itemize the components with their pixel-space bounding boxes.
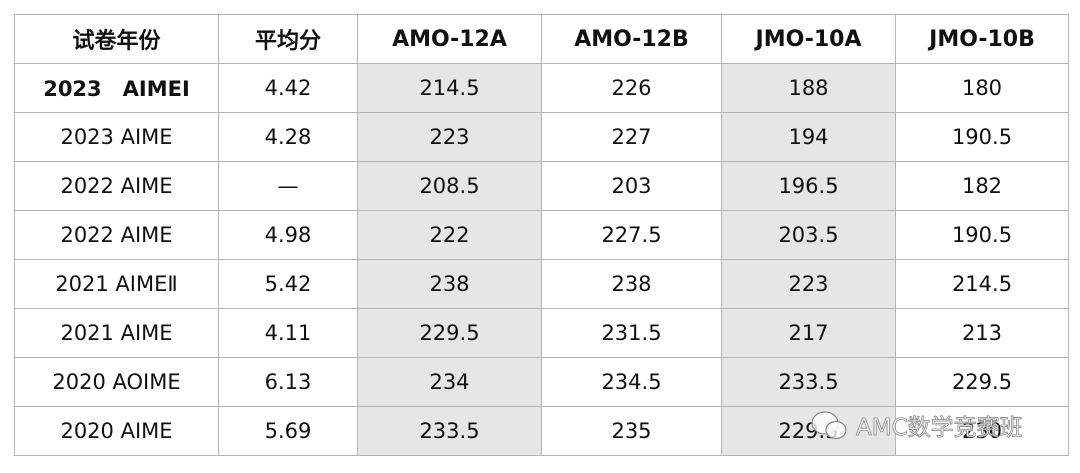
table-cell: 2023 AIME bbox=[14, 112, 219, 162]
header-cell: JMO-10A bbox=[721, 14, 896, 64]
table-row: 2020 AIME 5.69 233.5 235 229.5 230 bbox=[14, 406, 1069, 456]
table-cell: 222 bbox=[357, 210, 542, 260]
table-cell: 2021 AIME bbox=[14, 308, 219, 358]
table-row: 2021 AIME 4.11 229.5 231.5 217 213 bbox=[14, 308, 1069, 358]
table-cell: 230 bbox=[895, 406, 1069, 456]
table-cell: 2020 AOIME bbox=[14, 357, 219, 407]
header-cell: 平均分 bbox=[218, 14, 358, 64]
table-row: 2021 AIMEⅡ 5.42 238 238 223 214.5 bbox=[14, 259, 1069, 309]
table-row: 2023 AIME 4.28 223 227 194 190.5 bbox=[14, 112, 1069, 162]
table-cell: 208.5 bbox=[357, 161, 542, 211]
table-cell: 217 bbox=[721, 308, 896, 358]
table-cell: 5.69 bbox=[218, 406, 358, 456]
header-cell: 试卷年份 bbox=[14, 14, 219, 64]
table-cell: 203 bbox=[541, 161, 722, 211]
header-cell: AMO-12A bbox=[357, 14, 542, 64]
table-cell: 226 bbox=[541, 63, 722, 113]
table-cell: 229.5 bbox=[357, 308, 542, 358]
table-cell: 2022 AIME bbox=[14, 210, 219, 260]
table-cell: 4.98 bbox=[218, 210, 358, 260]
table-cell: 203.5 bbox=[721, 210, 896, 260]
table-cell: 4.11 bbox=[218, 308, 358, 358]
table-cell: 227.5 bbox=[541, 210, 722, 260]
header-row: 试卷年份 平均分 AMO-12A AMO-12B JMO-10A JMO-10B bbox=[14, 14, 1069, 64]
table-cell: 214.5 bbox=[357, 63, 542, 113]
table-cell: 235 bbox=[541, 406, 722, 456]
table-cell: 229.5 bbox=[895, 357, 1069, 407]
header-cell: JMO-10B bbox=[895, 14, 1069, 64]
table-row: 2023 AIMEI 4.42 214.5 226 188 180 bbox=[14, 63, 1069, 113]
table-cell: 229.5 bbox=[721, 406, 896, 456]
table-cell: 234 bbox=[357, 357, 542, 407]
table-body: 2023 AIMEI 4.42 214.5 226 188 180 2023 AIME 4.2… bbox=[14, 63, 1069, 456]
score-table: 试卷年份 平均分 AMO-12A AMO-12B JMO-10A JMO-10B 2023… bbox=[14, 14, 1069, 456]
table-cell: 233.5 bbox=[357, 406, 542, 456]
watermark: AMC数学竞赛班 bbox=[810, 408, 1023, 442]
table-cell: 2022 AIME bbox=[14, 161, 219, 211]
table-cell: 227 bbox=[541, 112, 722, 162]
table-cell: 5.42 bbox=[218, 259, 358, 309]
table-cell: 180 bbox=[895, 63, 1069, 113]
table-cell: 238 bbox=[357, 259, 542, 309]
table-cell: 2021 AIMEⅡ bbox=[14, 259, 219, 309]
table-cell: 190.5 bbox=[895, 112, 1069, 162]
table-cell: 2023 AIMEI bbox=[14, 63, 219, 113]
table-row: 2022 AIME 4.98 222 227.5 203.5 190.5 bbox=[14, 210, 1069, 260]
watermark-icon bbox=[811, 411, 847, 440]
table-cell: 231.5 bbox=[541, 308, 722, 358]
table-cell: 238 bbox=[541, 259, 722, 309]
table-row: 2022 AIME —208.5 203 196.5 182 bbox=[14, 161, 1069, 211]
table-cell: 213 bbox=[895, 308, 1069, 358]
table-cell: 223 bbox=[721, 259, 896, 309]
table-cell: 2020 AIME bbox=[14, 406, 219, 456]
table-row: 2020 AOIME 6.13 234 234.5 233.5 229.5 bbox=[14, 357, 1069, 407]
table-cell: 214.5 bbox=[895, 259, 1069, 309]
table-cell: 4.42 bbox=[218, 63, 358, 113]
table-cell: — bbox=[218, 161, 358, 211]
table-cell: 190.5 bbox=[895, 210, 1069, 260]
header-cell: AMO-12B bbox=[541, 14, 722, 64]
table-cell: 4.28 bbox=[218, 112, 358, 162]
watermark-text: AMC数学竞赛班 bbox=[856, 415, 1023, 442]
table-cell: 223 bbox=[357, 112, 542, 162]
table-cell: 6.13 bbox=[218, 357, 358, 407]
table-cell: 234.5 bbox=[541, 357, 722, 407]
table-cell: 182 bbox=[895, 161, 1069, 211]
table-cell: 194 bbox=[721, 112, 896, 162]
table-cell: 196.5 bbox=[721, 161, 896, 211]
table-cell: 233.5 bbox=[721, 357, 896, 407]
table-cell: 188 bbox=[721, 63, 896, 113]
